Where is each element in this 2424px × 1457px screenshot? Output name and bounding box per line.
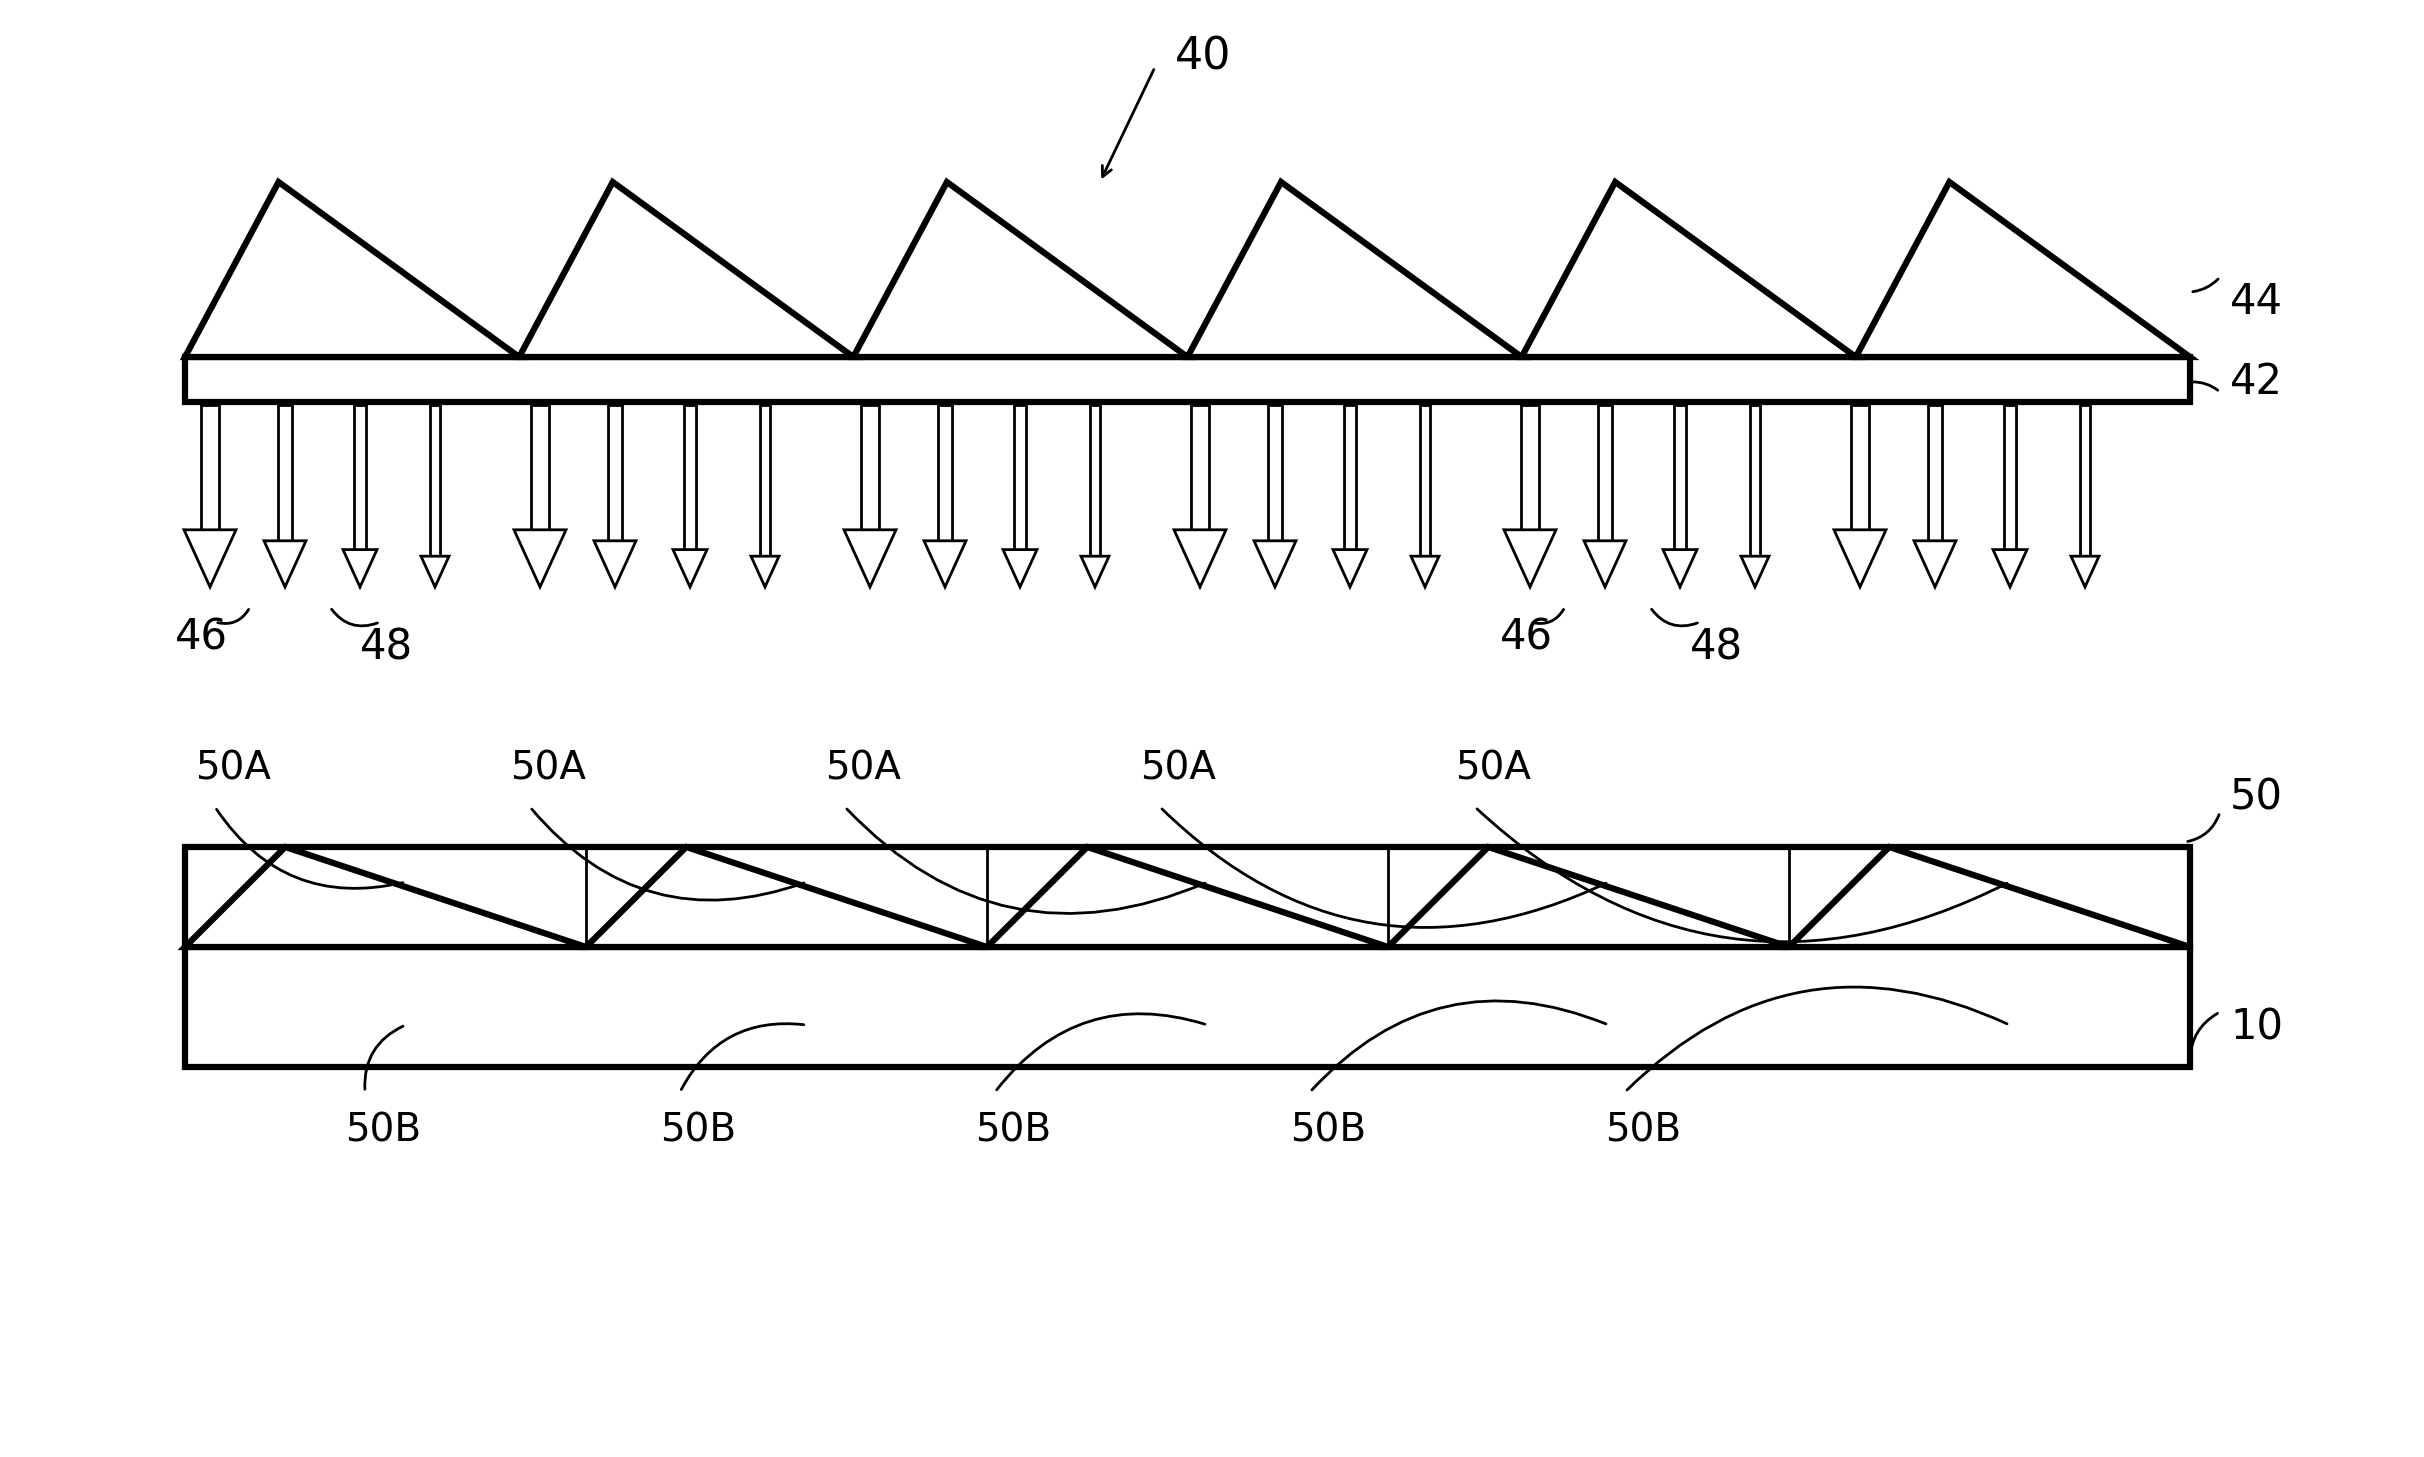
- Polygon shape: [1597, 405, 1612, 541]
- Polygon shape: [987, 847, 1389, 947]
- Polygon shape: [844, 530, 897, 587]
- Text: 46: 46: [1500, 616, 1554, 659]
- Polygon shape: [1750, 405, 1760, 557]
- Polygon shape: [1081, 557, 1110, 587]
- Text: 50B: 50B: [344, 1112, 422, 1150]
- Polygon shape: [684, 405, 696, 549]
- Polygon shape: [938, 405, 953, 541]
- Polygon shape: [1835, 530, 1886, 587]
- Polygon shape: [1857, 182, 2189, 357]
- Polygon shape: [751, 557, 778, 587]
- Polygon shape: [429, 405, 439, 557]
- Polygon shape: [279, 405, 293, 541]
- Polygon shape: [1173, 530, 1227, 587]
- Polygon shape: [1004, 549, 1037, 587]
- Polygon shape: [184, 530, 235, 587]
- Polygon shape: [2080, 405, 2089, 557]
- Polygon shape: [2070, 557, 2099, 587]
- Polygon shape: [184, 847, 587, 947]
- Text: 40: 40: [1176, 35, 1231, 79]
- Text: 48: 48: [1690, 627, 1743, 667]
- Polygon shape: [853, 182, 1188, 357]
- Polygon shape: [1583, 541, 1627, 587]
- Text: 10: 10: [2230, 1005, 2283, 1048]
- Text: 50A: 50A: [824, 749, 902, 787]
- Polygon shape: [519, 182, 853, 357]
- Polygon shape: [861, 405, 880, 530]
- Text: 50B: 50B: [659, 1112, 737, 1150]
- Polygon shape: [1927, 405, 1942, 541]
- Polygon shape: [594, 541, 635, 587]
- Polygon shape: [1389, 847, 1789, 947]
- Text: 50: 50: [2230, 777, 2283, 817]
- Polygon shape: [1740, 557, 1770, 587]
- Polygon shape: [1188, 182, 1522, 357]
- Polygon shape: [2005, 405, 2017, 549]
- Text: 50B: 50B: [1290, 1112, 1367, 1150]
- Text: 50A: 50A: [1139, 749, 1217, 787]
- Text: 46: 46: [175, 616, 228, 659]
- Text: 42: 42: [2230, 361, 2283, 404]
- Polygon shape: [1663, 549, 1697, 587]
- Polygon shape: [264, 541, 305, 587]
- Polygon shape: [201, 405, 218, 530]
- Text: 50A: 50A: [194, 749, 271, 787]
- Polygon shape: [1091, 405, 1100, 557]
- Polygon shape: [531, 405, 550, 530]
- Text: 48: 48: [361, 627, 412, 667]
- Polygon shape: [1253, 541, 1297, 587]
- Polygon shape: [1343, 405, 1355, 549]
- Polygon shape: [1411, 557, 1440, 587]
- Text: 50A: 50A: [509, 749, 587, 787]
- Text: 50B: 50B: [1605, 1112, 1682, 1150]
- Polygon shape: [344, 549, 378, 587]
- Text: 50A: 50A: [1454, 749, 1532, 787]
- Polygon shape: [1915, 541, 1956, 587]
- Polygon shape: [761, 405, 771, 557]
- Polygon shape: [1420, 405, 1430, 557]
- Polygon shape: [587, 847, 987, 947]
- Polygon shape: [1190, 405, 1210, 530]
- Polygon shape: [1503, 530, 1556, 587]
- Polygon shape: [1522, 182, 1857, 357]
- Polygon shape: [354, 405, 366, 549]
- Polygon shape: [1993, 549, 2026, 587]
- Polygon shape: [422, 557, 448, 587]
- Text: 44: 44: [2230, 281, 2283, 323]
- Polygon shape: [1013, 405, 1025, 549]
- Polygon shape: [608, 405, 623, 541]
- Polygon shape: [1268, 405, 1282, 541]
- Polygon shape: [514, 530, 565, 587]
- Bar: [184, 847, 2189, 1067]
- Polygon shape: [1852, 405, 1869, 530]
- Text: 50B: 50B: [974, 1112, 1052, 1150]
- Bar: [184, 357, 2189, 402]
- Polygon shape: [184, 182, 519, 357]
- Polygon shape: [674, 549, 708, 587]
- Polygon shape: [1675, 405, 1687, 549]
- Polygon shape: [924, 541, 967, 587]
- Polygon shape: [1333, 549, 1367, 587]
- Polygon shape: [1520, 405, 1539, 530]
- Polygon shape: [1789, 847, 2189, 947]
